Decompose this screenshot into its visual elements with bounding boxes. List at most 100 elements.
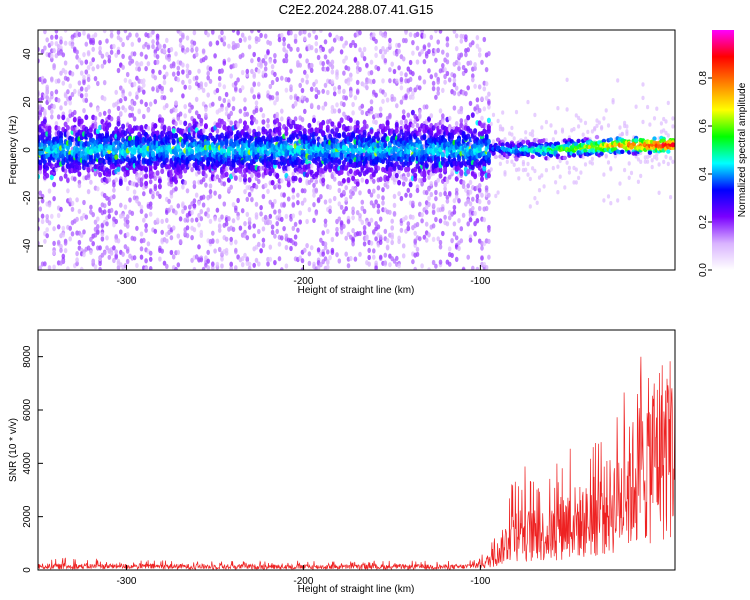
heatmap-cell xyxy=(139,204,144,210)
heatmap-cell xyxy=(436,47,441,54)
heatmap-cell xyxy=(369,240,374,246)
heatmap-cell xyxy=(165,217,169,223)
heatmap-cell xyxy=(82,252,86,258)
heatmap-cell xyxy=(293,33,298,39)
heatmap-cell xyxy=(351,209,355,216)
heatmap-cell xyxy=(388,67,392,73)
heatmap-cell xyxy=(185,63,190,69)
heatmap-cell xyxy=(392,96,397,102)
heatmap-cell xyxy=(390,225,395,231)
heatmap-cell xyxy=(381,195,385,201)
heatmap-cell xyxy=(231,105,236,112)
heatmap-cell xyxy=(208,66,213,72)
heatmap-cell xyxy=(125,219,130,225)
heatmap-cell xyxy=(339,117,344,123)
heatmap-cell xyxy=(171,128,176,134)
heatmap-cell xyxy=(162,124,167,131)
heatmap-cell xyxy=(365,123,369,129)
heatmap-cell xyxy=(383,92,388,98)
heatmap-cell xyxy=(427,68,431,74)
heatmap-cell xyxy=(342,70,346,76)
heatmap-cell xyxy=(305,243,309,249)
heatmap-cell xyxy=(183,180,187,186)
heatmap-cell xyxy=(344,251,349,257)
heatmap-cell xyxy=(61,225,66,231)
heatmap-cell xyxy=(86,34,91,40)
heatmap-cell xyxy=(112,43,116,49)
heatmap-cell xyxy=(59,243,63,250)
heatmap-cell xyxy=(355,89,360,95)
heatmap-cell xyxy=(385,136,390,142)
heatmap-cell xyxy=(128,79,132,85)
heatmap-cell xyxy=(309,62,314,68)
heatmap-cell xyxy=(422,44,427,50)
heatmap-cell xyxy=(220,214,224,220)
heatmap-cell xyxy=(321,251,326,257)
heatmap-cell xyxy=(401,181,406,187)
heatmap-cell xyxy=(406,171,411,178)
heatmap-cell xyxy=(63,248,68,254)
heatmap-cell xyxy=(59,247,63,253)
heatmap-cell xyxy=(316,89,321,95)
heatmap-cell xyxy=(75,64,79,70)
heatmap-cell xyxy=(107,108,112,114)
heatmap-cell xyxy=(181,184,185,190)
heatmap-cell xyxy=(137,37,141,43)
heatmap-cell xyxy=(38,110,43,116)
heatmap-cell xyxy=(47,135,52,141)
heatmap-cell xyxy=(211,230,215,236)
heatmap-cell xyxy=(181,32,185,38)
heatmap-cell xyxy=(360,103,365,109)
heatmap-cell xyxy=(335,69,339,75)
heatmap-cell xyxy=(65,144,70,151)
heatmap-cell xyxy=(47,220,52,226)
heatmap-cell xyxy=(282,36,286,42)
heatmap-cell xyxy=(132,100,137,106)
heatmap-cell xyxy=(332,108,337,114)
heatmap-cell xyxy=(300,117,305,123)
heatmap-cell xyxy=(208,189,213,195)
heatmap-cell xyxy=(47,202,52,208)
heatmap-cell xyxy=(84,59,89,65)
heatmap-cell xyxy=(153,123,158,129)
heatmap-cell xyxy=(263,61,268,67)
heatmap-cell xyxy=(408,86,413,92)
heatmap-cell xyxy=(194,192,199,198)
heatmap-cell xyxy=(73,176,77,182)
heatmap-cell xyxy=(302,128,307,134)
heatmap-cell xyxy=(52,249,56,256)
heatmap-cell xyxy=(385,97,390,103)
heatmap-cell xyxy=(385,184,390,190)
heatmap-cell xyxy=(222,201,227,207)
heatmap-cell xyxy=(211,261,215,267)
heatmap-cell xyxy=(415,251,420,257)
heatmap-cell xyxy=(351,241,355,247)
heatmap-cell xyxy=(245,211,250,217)
heatmap-cell xyxy=(330,236,335,243)
heatmap-cell xyxy=(63,69,68,75)
heatmap-cell xyxy=(277,37,282,43)
heatmap-cell xyxy=(438,108,443,114)
heatmap-cell xyxy=(280,75,284,81)
heatmap-cell xyxy=(77,165,82,171)
heatmap-cell xyxy=(367,261,372,267)
heatmap-cell xyxy=(445,52,450,58)
heatmap-cell xyxy=(314,210,319,216)
heatmap-cell xyxy=(321,46,326,53)
heatmap-cell xyxy=(231,218,236,224)
heatmap-cell xyxy=(369,128,374,135)
heatmap-cell xyxy=(206,258,210,264)
heatmap-cell xyxy=(397,48,401,54)
heatmap-cell xyxy=(376,224,381,230)
heatmap-cell xyxy=(227,102,231,108)
heatmap-cell xyxy=(98,266,102,270)
heatmap-cell xyxy=(86,84,91,90)
heatmap-cell xyxy=(162,64,167,70)
heatmap-cell xyxy=(240,85,245,91)
heatmap-cell xyxy=(137,66,141,72)
heatmap-cell xyxy=(194,96,199,102)
heatmap-cell xyxy=(160,218,164,224)
heatmap-cell xyxy=(107,200,112,206)
heatmap-cell xyxy=(148,266,153,270)
heatmap-cell xyxy=(148,211,153,217)
